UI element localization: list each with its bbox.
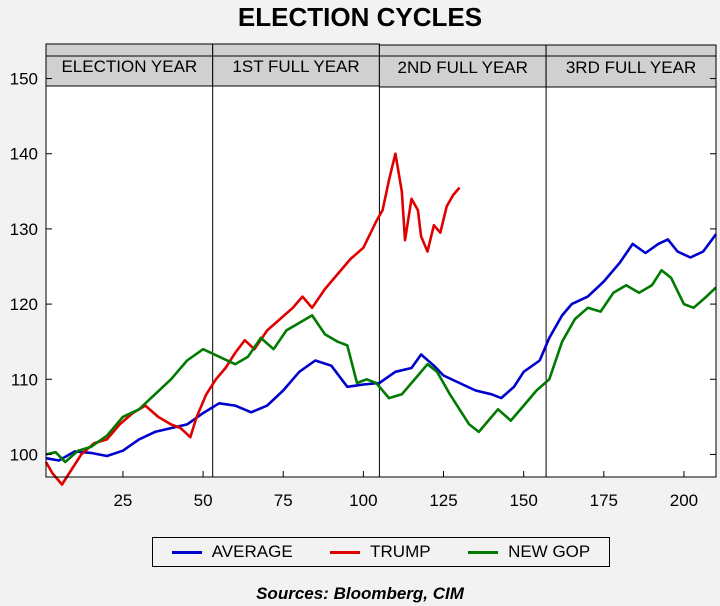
x-tick-label: 25 — [113, 491, 132, 510]
series-line-trump — [44, 152, 461, 486]
x-tick-label: 50 — [194, 491, 213, 510]
y-tick-label: 150 — [10, 70, 38, 89]
y-tick-label: 110 — [11, 370, 38, 389]
plot-area — [46, 56, 716, 477]
x-tick-label: 175 — [590, 491, 618, 510]
series-line-average — [45, 233, 718, 462]
legend-item-average: AVERAGE — [171, 542, 293, 562]
period-label: 2ND FULL YEAR — [398, 58, 528, 77]
legend-label-trump: TRUMP — [370, 542, 431, 561]
period-header-box — [378, 44, 547, 88]
period-label: 1ST FULL YEAR — [232, 57, 359, 76]
legend-swatch-average — [171, 550, 202, 554]
legend-label-new-gop: NEW GOP — [508, 542, 591, 561]
legend-item-new-gop: NEW GOP — [468, 542, 590, 562]
chart-title: ELECTION CYCLES — [237, 2, 483, 32]
x-tick-label: 200 — [670, 491, 698, 510]
period-header-box — [545, 44, 717, 88]
source-note: Sources: Bloomberg, CIM — [256, 584, 464, 603]
period-label: ELECTION YEAR — [61, 57, 197, 76]
y-tick-label: 100 — [10, 445, 38, 464]
y-tick-label: 140 — [10, 145, 38, 164]
x-tick-label: 100 — [349, 491, 377, 510]
x-tick-label: 150 — [509, 491, 537, 510]
y-tick-label: 130 — [10, 220, 38, 239]
y-tick-label: 120 — [10, 295, 38, 314]
period-header-box — [45, 43, 214, 87]
series-line-new-gop — [45, 269, 717, 464]
legend-swatch-new-gop — [468, 550, 499, 554]
period-header-box — [212, 43, 380, 87]
legend-label-average: AVERAGE — [211, 542, 293, 561]
plot-border — [45, 55, 717, 478]
period-label: 3RD FULL YEAR — [566, 58, 696, 77]
legend-swatch-trump — [330, 550, 361, 554]
x-tick-label: 125 — [429, 491, 457, 510]
legend-item-trump: TRUMP — [330, 542, 431, 562]
x-tick-label: 75 — [274, 491, 293, 510]
chart-legend: AVERAGE TRUMP NEW GOP — [152, 537, 610, 567]
